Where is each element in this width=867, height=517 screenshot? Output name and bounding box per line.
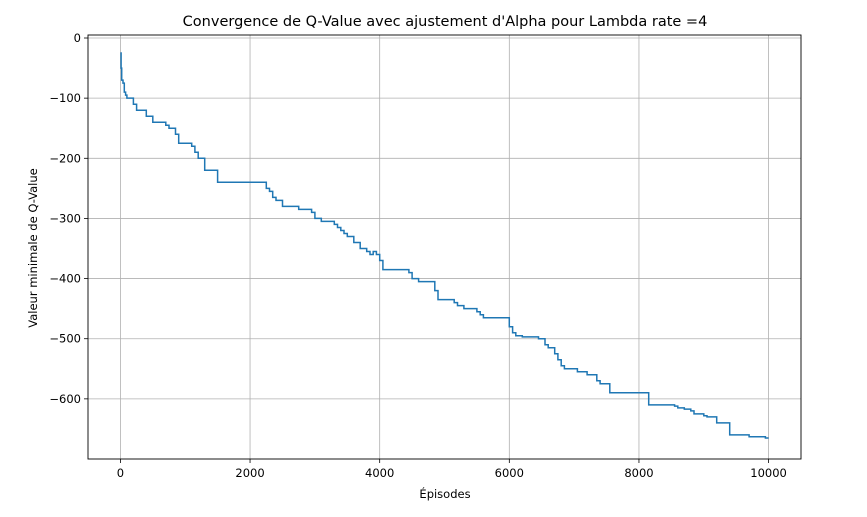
x-tick-label: 10000	[750, 466, 787, 480]
axis-ticks: 0 2000 4000 6000 8000 10000 0 −100 −200 −300 −400 −…	[49, 31, 786, 480]
x-tick-label: 8000	[624, 466, 653, 480]
chart-title: Convergence de Q-Value avec ajustement d…	[183, 14, 708, 30]
y-tick-label: 0	[74, 31, 81, 45]
x-tick-label: 4000	[365, 466, 394, 480]
x-tick-label: 6000	[495, 466, 524, 480]
y-tick-label: −400	[49, 272, 81, 286]
y-tick-label: −500	[49, 332, 81, 346]
grid	[88, 35, 801, 459]
y-tick-label: −100	[49, 91, 81, 105]
q-value-line	[120, 52, 769, 439]
x-tick-label: 0	[117, 466, 124, 480]
y-tick-label: −600	[49, 392, 81, 406]
plot-area-frame	[87, 34, 802, 460]
y-tick-label: −200	[49, 151, 81, 165]
x-axis-label: Épisodes	[419, 486, 470, 501]
y-tick-label: −300	[49, 211, 81, 225]
x-tick-label: 2000	[235, 466, 264, 480]
y-axis-label: Valeur minimale de Q-Value	[26, 168, 40, 327]
